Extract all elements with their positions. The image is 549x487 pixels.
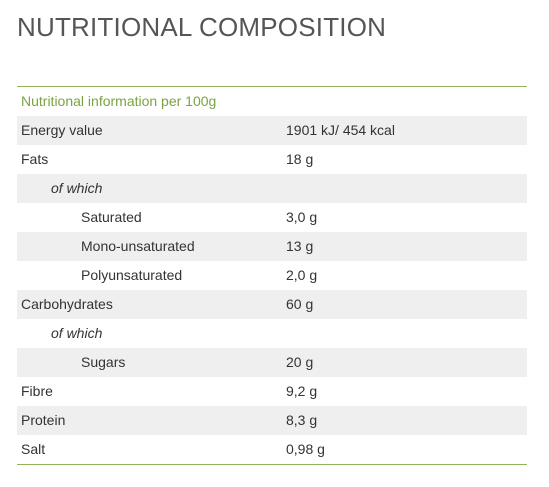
row-value: 18 g <box>283 145 527 174</box>
row-value: 60 g <box>283 290 527 319</box>
table-row: Mono-unsaturated 13 g <box>17 232 527 261</box>
row-value: 13 g <box>283 232 527 261</box>
row-label: of which <box>17 319 283 348</box>
table-row: Fibre 9,2 g <box>17 377 527 406</box>
row-value <box>283 319 527 348</box>
row-label: of which <box>17 174 283 203</box>
row-label: Saturated <box>17 203 283 232</box>
row-label: Fats <box>17 145 283 174</box>
table-row: Saturated 3,0 g <box>17 203 527 232</box>
nutrition-table: Nutritional information per 100g Energy … <box>17 86 527 465</box>
table-row: Carbohydrates 60 g <box>17 290 527 319</box>
row-label: Protein <box>17 406 283 435</box>
table-row: Energy value 1901 kJ/ 454 kcal <box>17 116 527 145</box>
row-label: Sugars <box>17 348 283 377</box>
row-value: 8,3 g <box>283 406 527 435</box>
table-row: Polyunsaturated 2,0 g <box>17 261 527 290</box>
row-value: 2,0 g <box>283 261 527 290</box>
table-header: Nutritional information per 100g <box>17 87 527 116</box>
row-label: Salt <box>17 435 283 464</box>
row-label: Polyunsaturated <box>17 261 283 290</box>
row-value: 1901 kJ/ 454 kcal <box>283 116 527 145</box>
row-value: 9,2 g <box>283 377 527 406</box>
table-row: of which <box>17 319 527 348</box>
row-label: Carbohydrates <box>17 290 283 319</box>
row-value: 20 g <box>283 348 527 377</box>
table-row: of which <box>17 174 527 203</box>
row-value: 3,0 g <box>283 203 527 232</box>
row-label: Fibre <box>17 377 283 406</box>
table-row: Protein 8,3 g <box>17 406 527 435</box>
row-value <box>283 174 527 203</box>
table-row: Salt 0,98 g <box>17 435 527 464</box>
row-label: Energy value <box>17 116 283 145</box>
table-row: Sugars 20 g <box>17 348 527 377</box>
row-label: Mono-unsaturated <box>17 232 283 261</box>
row-value: 0,98 g <box>283 435 527 464</box>
table-row: Fats 18 g <box>17 145 527 174</box>
page-title: NUTRITIONAL COMPOSITION <box>17 10 386 44</box>
